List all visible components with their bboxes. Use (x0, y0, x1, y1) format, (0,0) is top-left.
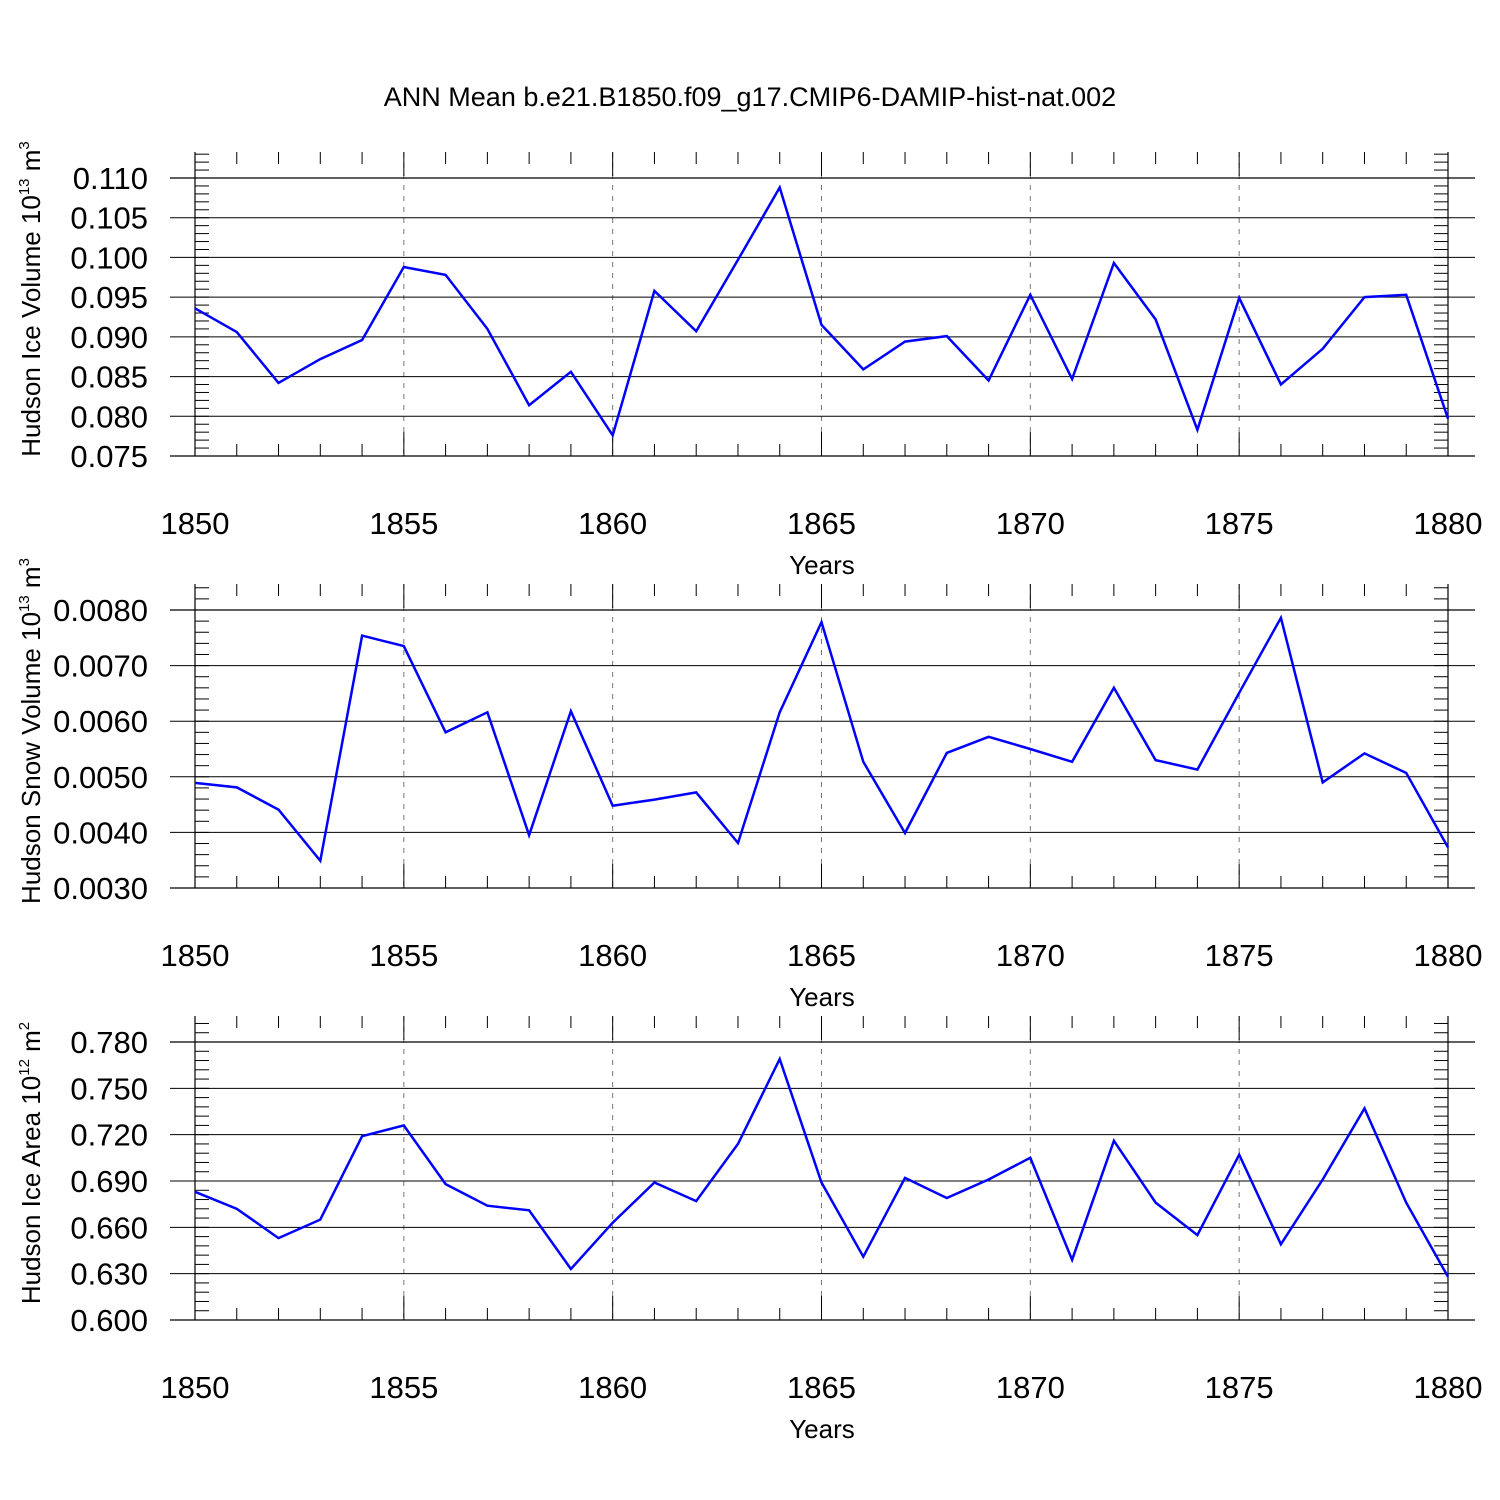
y-tick-label: 0.105 (70, 201, 148, 236)
y-tick-label: 0.0050 (53, 760, 148, 795)
y-tick-label: 0.750 (70, 1071, 148, 1106)
x-tick-label: 1880 (1414, 938, 1483, 973)
y-tick-label: 0.0060 (53, 704, 148, 739)
x-tick-label: 1850 (161, 506, 230, 541)
x-axis-label: Years (789, 550, 855, 580)
y-tick-label: 0.095 (70, 280, 148, 315)
x-axis-label: Years (789, 982, 855, 1012)
y-tick-label: 0.630 (70, 1257, 148, 1292)
x-tick-label: 1855 (369, 938, 438, 973)
y-tick-label: 0.720 (70, 1118, 148, 1153)
y-tick-label: 0.780 (70, 1025, 148, 1060)
x-axis-label: Years (789, 1414, 855, 1444)
x-tick-label: 1875 (1205, 506, 1274, 541)
panel-ice-area: 0.600 0.630 0.660 0.690 0.720 0.750 0.780 1850 1… (16, 1016, 1482, 1444)
x-tick-label: 1870 (996, 506, 1065, 541)
x-tick-label: 1870 (996, 938, 1065, 973)
y-tick-label: 0.110 (73, 161, 148, 196)
series-line-snow-volume (194, 614, 1450, 864)
x-tick-label: 1880 (1414, 1370, 1483, 1405)
x-tick-label: 1880 (1414, 506, 1483, 541)
y-tick-label: 0.690 (70, 1164, 148, 1199)
panels: 0.075 0.080 0.085 0.090 0.095 0.100 0.105 0.110… (16, 141, 1482, 1444)
x-tick-label: 1860 (578, 938, 647, 973)
x-tick-label: 1875 (1205, 938, 1274, 973)
y-tick-label: 0.090 (70, 320, 148, 355)
x-tick-label: 1870 (996, 1370, 1065, 1405)
series-line-ice-area (194, 1055, 1450, 1278)
y-tick-label: 0.660 (70, 1210, 148, 1245)
y-tick-label: 0.085 (70, 360, 148, 395)
y-tick-label: 0.100 (70, 240, 148, 275)
y-tick-label: 0.0080 (53, 593, 148, 628)
y-tick-label: 0.0070 (53, 649, 148, 684)
x-tick-label: 1875 (1205, 1370, 1274, 1405)
x-tick-label: 1855 (369, 1370, 438, 1405)
y-axis-label: Hudson Ice Area 1012 m2 (16, 1022, 46, 1304)
series-line-ice-volume (194, 184, 1450, 439)
x-tick-label: 1860 (578, 506, 647, 541)
figure-title: ANN Mean b.e21.B1850.f09_g17.CMIP6-DAMIP… (384, 82, 1116, 112)
x-tick-label: 1865 (787, 938, 856, 973)
y-tick-label: 0.0030 (53, 871, 148, 906)
x-tick-label: 1865 (787, 506, 856, 541)
x-tick-label: 1855 (369, 506, 438, 541)
x-tick-label: 1850 (161, 938, 230, 973)
y-tick-label: 0.075 (70, 439, 148, 474)
x-tick-label: 1860 (578, 1370, 647, 1405)
y-tick-label: 0.0040 (53, 815, 148, 850)
panel-snow-volume: 0.0030 0.0040 0.0050 0.0060 0.0070 0.0080 1850… (16, 558, 1482, 1012)
y-axis-label: Hudson Snow Volume 1013 m3 (16, 558, 46, 904)
x-tick-label: 1865 (787, 1370, 856, 1405)
y-axis-label: Hudson Ice Volume 1013 m3 (16, 141, 46, 457)
y-tick-label: 0.600 (70, 1303, 148, 1338)
y-tick-label: 0.080 (70, 399, 148, 434)
panel-ice-volume: 0.075 0.080 0.085 0.090 0.095 0.100 0.105 0.110… (16, 141, 1482, 580)
x-tick-label: 1850 (161, 1370, 230, 1405)
